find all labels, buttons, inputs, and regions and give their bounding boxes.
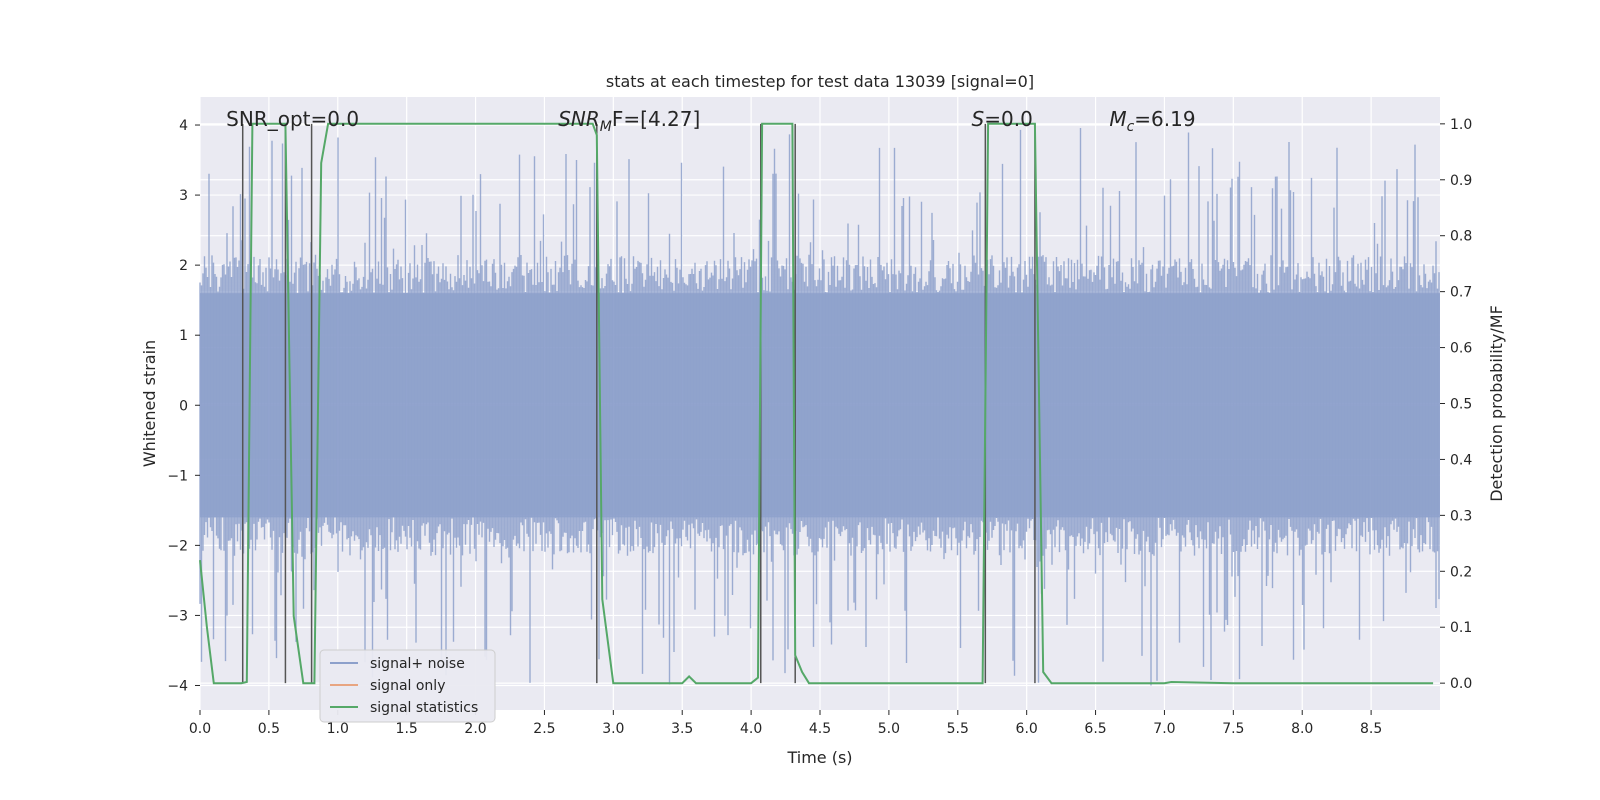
y-right-tick-label: 0.6 <box>1450 341 1472 357</box>
x-tick-label: 1.0 <box>327 721 349 737</box>
x-tick-label: 2.5 <box>533 721 555 737</box>
y-right-tick-label: 1.0 <box>1450 117 1472 133</box>
x-tick-label: 0.5 <box>258 721 280 737</box>
y-right-tick-label: 0.1 <box>1450 620 1472 636</box>
x-axis-label: Time (s) <box>786 748 852 767</box>
annotation-snr-mf: SNRMF=[4.27] <box>558 107 700 135</box>
x-tick-label: 3.5 <box>671 721 693 737</box>
legend-label: signal+ noise <box>370 656 465 672</box>
y-right-tick-label: 0.8 <box>1450 229 1472 245</box>
annotation-rest: =0.0 <box>984 107 1033 131</box>
annotation-chirp-mass: Mc=6.19 <box>1109 107 1195 135</box>
annotation-subscript: M <box>600 119 612 135</box>
x-tick-label: 1.5 <box>396 721 418 737</box>
y-tick-label: −3 <box>167 608 188 624</box>
legend-box <box>319 649 496 723</box>
y-right-tick-label: 0.7 <box>1450 285 1472 301</box>
annotation-rest: F=[4.27] <box>612 107 700 131</box>
x-tick-label: 8.0 <box>1291 721 1313 737</box>
y-axis-label: Whitened strain <box>140 340 159 467</box>
annotation-rest: =6.19 <box>1134 107 1195 131</box>
x-tick-label: 2.0 <box>464 721 486 737</box>
x-tick-label: 6.0 <box>1016 721 1038 737</box>
y-right-tick-label: 0.9 <box>1450 173 1472 189</box>
x-tick-label: 3.0 <box>602 721 624 737</box>
annotation-s-value: S=0.0 <box>972 107 1033 131</box>
y-tick-label: −2 <box>167 538 188 554</box>
y-tick-label: 3 <box>179 188 188 204</box>
annotation-subscript: c <box>1127 119 1135 135</box>
annotation-main: S <box>972 107 985 131</box>
x-tick-label: 5.0 <box>878 721 900 737</box>
y-right-tick-label: 0.3 <box>1450 508 1472 524</box>
noise-core-band <box>200 293 1440 518</box>
x-tick-label: 4.0 <box>740 721 762 737</box>
y-tick-label: 4 <box>179 118 188 134</box>
annotation-main: M <box>1109 107 1126 131</box>
signal-statistics-line <box>199 122 1434 685</box>
legend-label: signal only <box>370 678 445 694</box>
x-tick-label: 7.0 <box>1153 721 1175 737</box>
y-tick-label: 1 <box>179 328 188 344</box>
y-right-axis-label: Detection probability/MF <box>1487 305 1506 502</box>
annotation-main: SNR <box>558 107 600 131</box>
y-right-tick-label: 0.0 <box>1450 676 1472 692</box>
y-tick-label: 0 <box>179 398 188 414</box>
y-tick-label: −4 <box>167 678 188 694</box>
y-right-tick-label: 0.4 <box>1450 452 1472 468</box>
y-right-tick-label: 0.5 <box>1450 397 1472 413</box>
y-tick-label: 2 <box>179 258 188 274</box>
chart-title: stats at each timestep for test data 130… <box>606 72 1034 91</box>
x-tick-label: 5.5 <box>947 721 969 737</box>
x-tick-label: 6.5 <box>1084 721 1106 737</box>
x-tick-label: 4.5 <box>809 721 831 737</box>
x-tick-label: 8.5 <box>1360 721 1382 737</box>
y-right-tick-label: 0.2 <box>1450 564 1472 580</box>
annotation-snr-opt: SNR_opt=0.0 <box>226 107 359 131</box>
legend-label: signal statistics <box>370 700 478 716</box>
y-tick-label: −1 <box>167 468 188 484</box>
legend: signal+ noise signal only signal statistic… <box>319 649 496 723</box>
x-tick-label: 7.5 <box>1222 721 1244 737</box>
x-tick-label: 0.0 <box>189 721 211 737</box>
